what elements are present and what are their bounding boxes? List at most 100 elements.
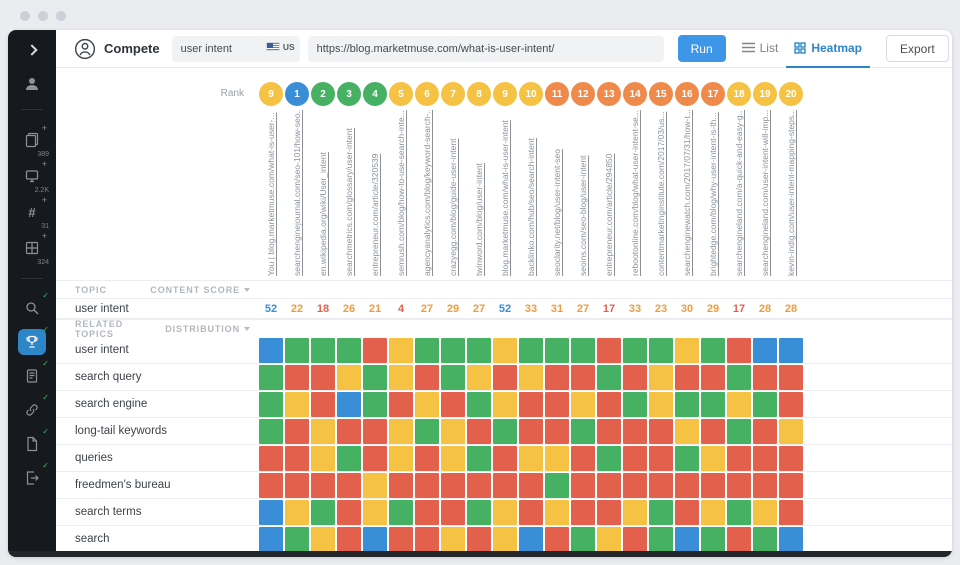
sidebar-tool-pages[interactable]: + 389 — [18, 123, 49, 158]
column-url-link[interactable]: brightedge.com/blog/why-user-intent-is-t… — [708, 112, 718, 276]
heatmap-view-toggle[interactable]: Heatmap — [786, 30, 870, 68]
heatmap-cell — [753, 473, 777, 498]
window-control-dot[interactable] — [20, 11, 30, 21]
content-score: 26 — [342, 303, 356, 315]
heatmap-cells — [258, 391, 804, 417]
sort-caret-icon — [244, 287, 250, 292]
column-url-link[interactable]: semrush.com/blog/how-to-use-search-inte.… — [396, 110, 406, 276]
heatmap-cell — [597, 473, 621, 498]
heatmap-cell — [597, 338, 621, 363]
heatmap-cell — [285, 446, 309, 471]
heatmap-cell — [753, 365, 777, 390]
heatmap-cell — [441, 473, 465, 498]
column-url-link[interactable]: rebootonline.com/blog/what-user-intent-s… — [630, 110, 640, 276]
heatmap-cell — [545, 419, 569, 444]
sidebar-app-compete[interactable]: ✓ — [18, 325, 49, 355]
run-button[interactable]: Run — [677, 35, 726, 62]
grid-icon — [25, 241, 39, 255]
column-url-link[interactable]: contentmarketinginstitute.com/2017/03/us… — [656, 111, 666, 276]
heatmap-cell — [337, 527, 361, 552]
app-name: Compete — [104, 41, 160, 56]
heatmap-cell — [727, 392, 751, 417]
column-url-link[interactable]: searchmetrics.com/glossary/user-intent — [344, 128, 354, 276]
heatmap-cell — [363, 419, 387, 444]
column-url-link[interactable]: blog.marketmuse.com/what-is-user-intent — [500, 120, 510, 276]
column-url-link[interactable]: You | blog.marketmuse.com/what-is-user-.… — [266, 112, 276, 276]
view-toggle-group: List Heatmap — [734, 30, 870, 68]
heatmap-cell — [779, 473, 803, 498]
heatmap-cell — [259, 473, 283, 498]
distribution-sort[interactable]: DISTRIBUTION — [165, 324, 250, 334]
plus-badge: + — [41, 195, 47, 205]
sidebar-app-exit[interactable]: ✓ — [18, 461, 49, 491]
keyword-input-group: US — [171, 35, 300, 62]
list-view-toggle[interactable]: List — [734, 30, 787, 68]
column-url-link[interactable]: searchengineland.com/a-quick-and-easy-g.… — [734, 110, 744, 276]
rank-circle: 1 — [285, 82, 309, 106]
sidebar-tool-grid[interactable]: + 324 — [18, 231, 49, 266]
heatmap-cell — [701, 338, 725, 363]
content-score-sort[interactable]: CONTENT SCORE — [150, 285, 250, 295]
locale-selector[interactable]: US — [265, 42, 295, 52]
sidebar-app-connect[interactable]: ✓ — [18, 393, 49, 423]
rank-circle: 16 — [675, 82, 699, 106]
column-url-link[interactable]: entrepreneur.com/article/294850 — [604, 153, 614, 276]
column-url-link[interactable]: seoclarity.net/blog/user-intent-seo — [552, 149, 562, 276]
heatmap-cell — [441, 365, 465, 390]
column-url-link[interactable]: seoins.com/seo-blog/user-intent — [578, 155, 588, 276]
column-url-link[interactable]: en.wikipedia.org/wiki/User_intent — [318, 152, 328, 276]
profile-icon[interactable] — [24, 76, 40, 97]
heatmap-cell — [779, 446, 803, 471]
heatmap-cell — [389, 446, 413, 471]
sidebar-app-optimize[interactable]: ✓ — [18, 359, 49, 389]
heatmap-cell — [727, 338, 751, 363]
export-button[interactable]: Export — [886, 35, 949, 62]
column-url-link[interactable]: searchenginewatch.com/2017/07/31/how-t..… — [682, 110, 692, 276]
rank-circle: 3 — [337, 82, 361, 106]
search-icon — [26, 302, 39, 315]
column-url-link[interactable]: crazyegg.com/blog/guide-user-intent — [448, 138, 458, 277]
keyword-input[interactable] — [171, 35, 300, 62]
heatmap-cell — [623, 365, 647, 390]
urls-row-spacer — [56, 110, 258, 280]
column-url-link[interactable]: kevin-indig.com/user-intent-mapping-step… — [786, 110, 796, 276]
column-url-link[interactable]: backlinko.com/hub/seo/search-intent — [526, 138, 536, 276]
column-url-link[interactable]: entrepreneur.com/article/320539 — [370, 153, 380, 276]
content-score: 4 — [397, 303, 405, 315]
rank-circle: 17 — [701, 82, 725, 106]
window-control-dot[interactable] — [56, 11, 66, 21]
heatmap-cell — [285, 365, 309, 390]
heatmap-cell — [363, 392, 387, 417]
window-control-dot[interactable] — [38, 11, 48, 21]
sidebar-tool-topics[interactable]: + # 31 — [18, 195, 49, 230]
sidebar-app-documents[interactable]: ✓ — [18, 427, 49, 457]
column-url-link[interactable]: searchenginejournal.com/seo-101/how-seo.… — [292, 110, 302, 276]
heatmap-cell — [649, 419, 673, 444]
heatmap-cell — [597, 365, 621, 390]
main-panel: Compete US Run List Heatmap — [56, 30, 952, 557]
column-url-link[interactable]: twinword.com/blog/user-intent — [474, 163, 484, 276]
column-url-link[interactable]: searchengineland.com/user-intent-will-im… — [760, 110, 770, 276]
heatmap-cell — [649, 527, 673, 552]
exit-icon — [26, 471, 39, 485]
sidebar-app-research[interactable]: ✓ — [18, 291, 49, 321]
heatmap-cell — [415, 392, 439, 417]
column-url-link[interactable]: agencyanalytics.com/blog/keyword-search-… — [422, 110, 432, 276]
heatmap-row: search query — [56, 364, 952, 391]
heatmap-cell — [675, 527, 699, 552]
sidebar-tool-monitor[interactable]: + 2.2K — [18, 159, 49, 194]
heatmap-cell — [649, 365, 673, 390]
url-input[interactable] — [307, 35, 664, 62]
related-header-row: RELATED TOPICS DISTRIBUTION — [56, 319, 952, 339]
sidebar-expand-button[interactable] — [26, 44, 38, 56]
heatmap-cell — [467, 500, 491, 525]
heatmap-row: freedmen's bureau — [56, 472, 952, 499]
heatmap-cell — [519, 392, 543, 417]
content-score: 30 — [680, 303, 694, 315]
content-score: 27 — [472, 303, 486, 315]
related-topic-label: long-tail keywords — [75, 425, 168, 437]
content-score: 21 — [368, 303, 382, 315]
heatmap-cell — [389, 338, 413, 363]
heatmap-cell — [493, 365, 517, 390]
heatmap-cell — [649, 392, 673, 417]
